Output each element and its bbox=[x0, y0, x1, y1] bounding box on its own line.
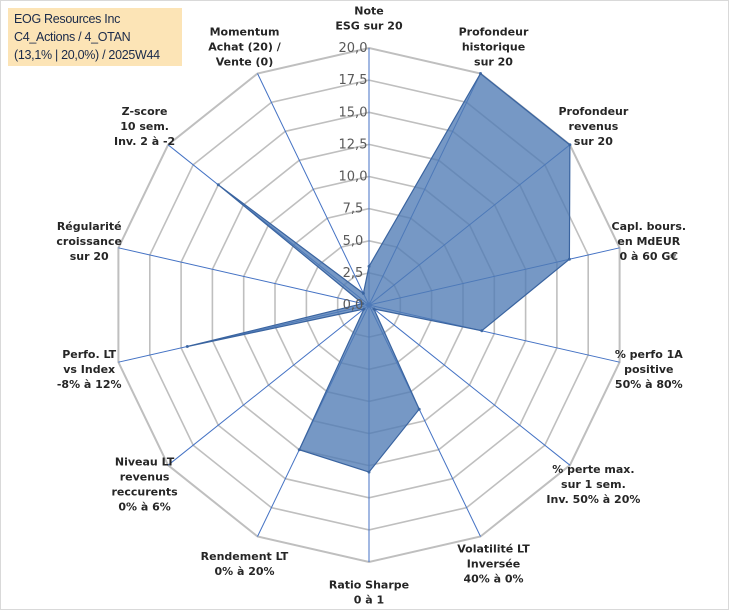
axis-label-line: ESG sur 20 bbox=[335, 20, 403, 33]
radial-tick-labels: 0,0 2,5 5,0 7,5 10,0 12,5 15,0 17,5 20,0 bbox=[339, 41, 368, 313]
axis-label-line: Ratio Sharpe bbox=[329, 579, 409, 592]
tick-label: 2,5 bbox=[343, 266, 364, 281]
tick-label: 17,5 bbox=[339, 73, 368, 88]
axis-label: Profondeur revenus sur 20 bbox=[558, 105, 628, 148]
axis-label: Z-score 10 sem. Inv. 2 à -2 bbox=[114, 105, 175, 148]
classification: C4_Actions / 4_OTAN bbox=[14, 30, 131, 44]
axis-label-line: % perte max. bbox=[552, 463, 634, 476]
axis-label-line: 40% à 0% bbox=[463, 573, 523, 586]
axis-label-line: vs Index bbox=[63, 363, 115, 376]
axis-label: Niveau LT revenus reccurents 0% à 6% bbox=[111, 455, 178, 513]
performance-week: (13,1% | 20,0%) / 2025W44 bbox=[14, 48, 160, 62]
axis-label-line: croissance bbox=[56, 235, 122, 248]
tick-label: 5,0 bbox=[343, 234, 364, 249]
axis-label: Note ESG sur 20 bbox=[335, 5, 403, 33]
axis-label-line: Achat (20) / bbox=[208, 40, 282, 53]
axis-label-line: Note bbox=[354, 5, 383, 18]
axis-label-line: positive bbox=[624, 363, 673, 376]
axis-label: Volatilité LT Inversée 40% à 0% bbox=[457, 543, 530, 586]
tick-label: 10,0 bbox=[339, 170, 368, 185]
series-point bbox=[297, 448, 301, 452]
axis-label-line: % perfo 1A bbox=[615, 348, 683, 361]
axis-label-line: 0% à 20% bbox=[214, 565, 274, 578]
axis-spoke bbox=[257, 73, 370, 306]
axis-label: Régularité croissance sur 20 bbox=[56, 220, 122, 263]
axis-label-line: Capl. bours. bbox=[612, 220, 687, 233]
axis-label-line: Inv. 2 à -2 bbox=[114, 135, 175, 148]
tick-label: 20,0 bbox=[339, 41, 368, 56]
axis-label-line: sur 20 bbox=[574, 135, 613, 148]
axis-label: Rendement LT 0% à 20% bbox=[201, 550, 289, 578]
axis-label-line: 0 à 60 G€ bbox=[620, 250, 679, 263]
axis-label-line: sur 1 sem. bbox=[561, 478, 626, 491]
axis-label: % perte max. sur 1 sem. Inv. 50% à 20% bbox=[546, 463, 640, 506]
axis-label-line: Perfo. LT bbox=[62, 348, 116, 361]
axis-label: Perfo. LT vs Index -8% à 12% bbox=[57, 348, 122, 391]
axis-labels: Note ESG sur 20 Profondeur historique sur 20… bbox=[56, 5, 686, 607]
axis-label-line: Régularité bbox=[57, 220, 122, 233]
axis-label-line: revenus bbox=[569, 120, 619, 133]
axis-label-line: en MdEUR bbox=[617, 235, 680, 248]
axis-label: Momentum Achat (20) / Vente (0) bbox=[208, 25, 282, 68]
axis-label-line: sur 20 bbox=[70, 250, 109, 263]
axis-label-line: Volatilité LT bbox=[457, 543, 530, 556]
series-point bbox=[417, 407, 421, 411]
axis-label: Profondeur historique sur 20 bbox=[459, 25, 529, 68]
axis-label-line: -8% à 12% bbox=[57, 378, 122, 391]
axis-label-line: reccurents bbox=[111, 485, 178, 498]
axis-label-line: Inversée bbox=[467, 558, 520, 571]
series-point bbox=[372, 307, 376, 311]
series-point bbox=[479, 72, 482, 75]
axis-label: Ratio Sharpe 0 à 1 bbox=[329, 579, 409, 607]
series-point bbox=[216, 183, 220, 187]
series-point bbox=[362, 307, 366, 311]
tick-label: 15,0 bbox=[339, 105, 368, 120]
radar-series bbox=[185, 72, 572, 474]
axis-label-line: 50% à 80% bbox=[615, 378, 683, 391]
series-point bbox=[367, 264, 371, 268]
axis-spoke bbox=[167, 304, 370, 466]
axis-label-line: Z-score bbox=[122, 105, 168, 118]
tick-label: 7,5 bbox=[343, 202, 364, 217]
series-point bbox=[480, 329, 484, 333]
series-point bbox=[361, 302, 365, 306]
axis-label-line: Profondeur bbox=[558, 105, 628, 118]
axis-label-line: 0% à 6% bbox=[118, 500, 170, 513]
company-name: EOG Resources Inc bbox=[14, 12, 121, 26]
axis-label: Capl. bours. en MdEUR 0 à 60 G€ bbox=[612, 220, 687, 263]
axis-label-line: sur 20 bbox=[474, 55, 513, 68]
axis-label-line: Niveau LT bbox=[115, 455, 175, 468]
axis-label-line: Vente (0) bbox=[216, 55, 273, 68]
axis-label-line: 0 à 1 bbox=[354, 594, 384, 607]
series-point bbox=[367, 470, 371, 474]
series-point bbox=[185, 345, 189, 348]
series-point bbox=[361, 291, 365, 295]
tick-label: 0,0 bbox=[343, 298, 364, 313]
axis-spoke bbox=[368, 304, 571, 466]
axis-label-line: historique bbox=[462, 40, 525, 53]
axis-label: % perfo 1A positive 50% à 80% bbox=[615, 348, 683, 391]
axis-label-line: Profondeur bbox=[459, 25, 529, 38]
series-point bbox=[568, 143, 572, 147]
axis-spoke bbox=[118, 247, 370, 306]
axis-label-line: Rendement LT bbox=[201, 550, 289, 563]
info-box: EOG Resources Inc C4_Actions / 4_OTAN (1… bbox=[8, 8, 182, 66]
series-point bbox=[567, 257, 571, 261]
axis-label-line: Momentum bbox=[210, 25, 280, 38]
tick-label: 12,5 bbox=[339, 137, 368, 152]
axis-label-line: 10 sem. bbox=[120, 120, 169, 133]
axis-label-line: revenus bbox=[120, 470, 170, 483]
axis-label-line: Inv. 50% à 20% bbox=[546, 493, 640, 506]
